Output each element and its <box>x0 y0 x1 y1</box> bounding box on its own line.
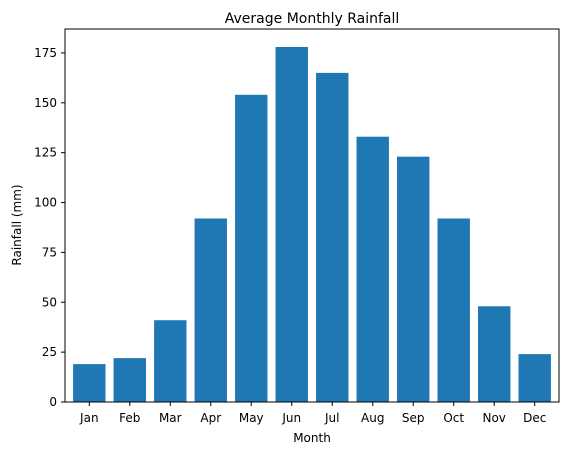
x-tick-label: Mar <box>159 411 182 425</box>
y-tick-label: 150 <box>34 96 57 110</box>
x-axis-ticks: Jan Feb Mar Apr May Jun Jul Aug Sep Oct Nov Dec <box>79 402 546 425</box>
x-axis-label: Month <box>293 431 331 445</box>
bar-mar <box>154 320 187 402</box>
bar-may <box>235 94 268 402</box>
y-tick-label: 75 <box>42 245 57 259</box>
bar-aug <box>356 136 389 402</box>
x-tick-label: Jan <box>79 411 99 425</box>
bar-jul <box>316 72 349 402</box>
bar-oct <box>437 218 470 402</box>
y-tick-label: 100 <box>34 196 57 210</box>
x-tick-label: Jun <box>281 411 301 425</box>
bar-feb <box>113 358 146 402</box>
bar-sep <box>397 156 430 402</box>
x-tick-label: Feb <box>119 411 140 425</box>
y-tick-label: 25 <box>42 345 57 359</box>
bar-nov <box>478 306 511 402</box>
plot-frame <box>64 28 560 403</box>
x-tick-label: May <box>239 411 264 425</box>
y-tick-label: 0 <box>49 395 57 409</box>
x-tick-label: Oct <box>443 411 464 425</box>
x-tick-label: Aug <box>361 411 384 425</box>
x-tick-label: Dec <box>523 411 546 425</box>
y-axis-label: Rainfall (mm) <box>10 184 24 265</box>
y-tick-label: 125 <box>34 146 57 160</box>
bar-dec <box>518 354 551 402</box>
x-tick-label: Nov <box>482 411 505 425</box>
x-tick-label: Sep <box>402 411 425 425</box>
bar-jan <box>73 364 106 402</box>
bars-group <box>73 46 551 402</box>
y-tick-label: 50 <box>42 295 57 309</box>
bar-apr <box>194 218 227 402</box>
bar-jun <box>275 46 308 402</box>
y-axis-ticks: 0 25 50 75 100 125 150 175 <box>34 46 65 409</box>
y-tick-label: 175 <box>34 46 57 60</box>
x-tick-label: Apr <box>200 411 221 425</box>
x-tick-label: Jul <box>324 411 339 425</box>
chart-title: Average Monthly Rainfall <box>225 11 400 27</box>
